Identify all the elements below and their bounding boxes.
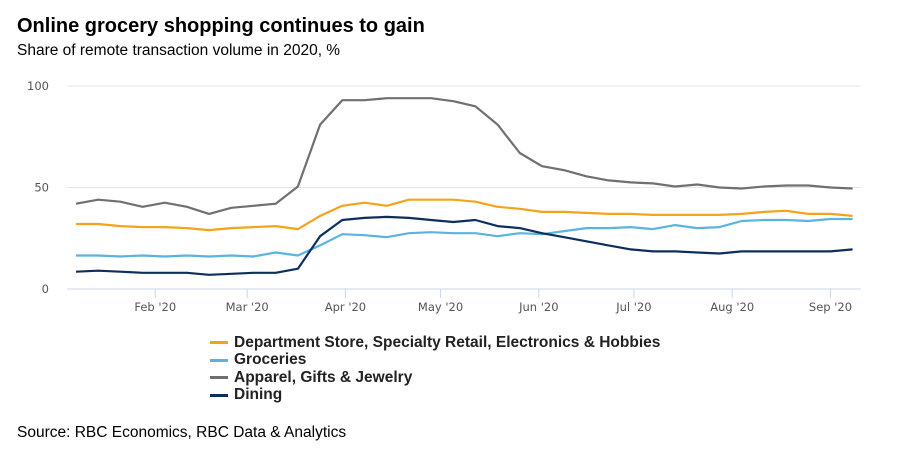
legend-swatch (210, 341, 228, 345)
y-axis: 0 50 100 (27, 79, 49, 296)
chart-title: Online grocery shopping continues to gai… (17, 15, 425, 37)
series-line-1 (76, 217, 853, 258)
line-chart: 0 50 100 Feb '20 Mar '20 Apr '20 May '20 Jun '… (27, 79, 861, 314)
y-tick-label: 0 (42, 282, 49, 296)
legend: Department Store, Specialty Retail, Elec… (210, 334, 660, 404)
legend-label: Dining (234, 386, 283, 404)
source-note: Source: RBC Economics, RBC Data & Analyt… (17, 424, 347, 441)
series-line-2 (75, 97, 853, 215)
x-tick-label: Feb '20 (134, 300, 176, 314)
legend-item[interactable]: Groceries (210, 351, 660, 370)
chart-subtitle: Share of remote transaction volume in 20… (17, 42, 341, 59)
x-tick-label: Apr '20 (325, 300, 366, 314)
x-tick-label: Jun '20 (518, 300, 558, 314)
legend-label: Apparel, Gifts & Jewelry (234, 368, 413, 386)
series-lines (75, 97, 853, 276)
x-tick-label: Sep '20 (809, 300, 852, 314)
x-axis: Feb '20 Mar '20 Apr '20 May '20 Jun '20 Jul '… (134, 289, 852, 314)
legend-swatch (210, 376, 228, 380)
legend-label: Department Store, Specialty Retail, Elec… (234, 333, 661, 351)
x-tick-label: Jul '20 (615, 300, 651, 314)
y-tick-label: 50 (34, 181, 49, 195)
legend-swatch (210, 358, 228, 362)
series-line-3 (75, 215, 853, 276)
x-tick-label: Mar '20 (226, 300, 269, 314)
legend-item[interactable]: Dining (210, 386, 660, 405)
legend-swatch (210, 393, 228, 397)
legend-item[interactable]: Department Store, Specialty Retail, Elec… (210, 334, 660, 352)
x-tick-label: Aug '20 (710, 300, 754, 314)
x-tick-label: May '20 (418, 300, 463, 314)
legend-item[interactable]: Apparel, Gifts & Jewelry (210, 369, 660, 387)
series-line-0 (76, 198, 853, 232)
legend-label: Groceries (234, 351, 307, 369)
y-tick-label: 100 (27, 79, 49, 93)
